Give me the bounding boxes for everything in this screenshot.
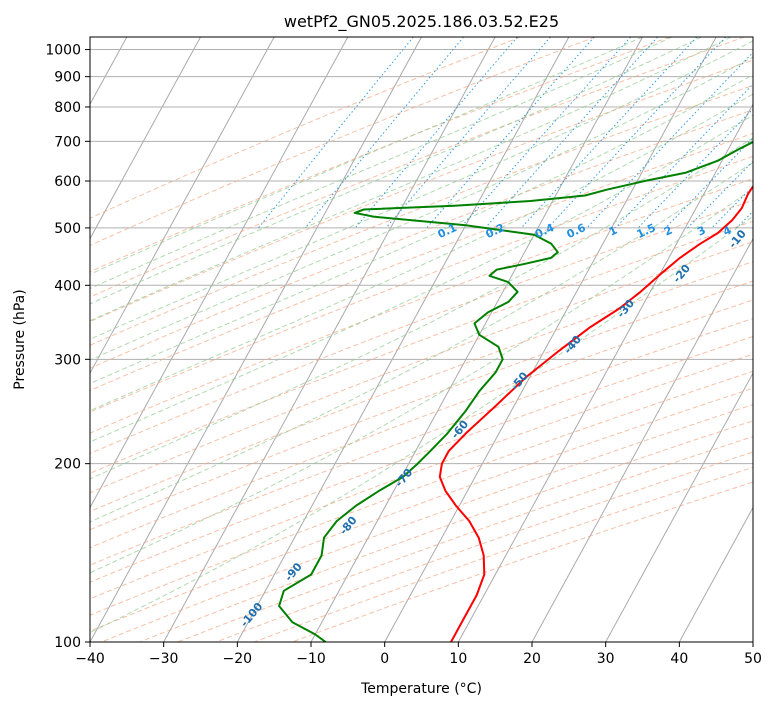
moist-adiabat-line (90, 37, 643, 275)
isotherm-line (90, 37, 349, 509)
isotherm-line (236, 37, 570, 642)
mixing-ratio-line (426, 37, 595, 229)
y-tick-label: 400 (54, 278, 81, 294)
mixing-ratio-line (258, 37, 414, 229)
y-tick-label: 200 (54, 457, 81, 473)
mixing-ratio-line (687, 160, 753, 229)
dry-adiabat-line (90, 370, 753, 616)
isotherm-line (457, 103, 753, 642)
dry-adiabat-line (90, 37, 521, 219)
x-tick-label: −10 (296, 651, 326, 667)
moist-adiabat-line (90, 37, 732, 322)
dewpoint-line (278, 140, 753, 642)
mixing-ratio-line (586, 51, 753, 229)
moist-adiabat-line (90, 215, 753, 634)
x-axis-title: Temperature (°C) (360, 681, 482, 697)
isotherm-line (384, 37, 717, 642)
x-tick-label: −20 (223, 651, 253, 667)
y-tick-label: 700 (54, 134, 81, 150)
x-tick-label: 40 (670, 651, 688, 667)
x-axis-ticks: −40 −30 −20 −10 0 10 20 30 40 50 (75, 642, 762, 667)
moist-adiabat-line (90, 187, 753, 574)
x-tick-label: 50 (744, 651, 762, 667)
y-tick-label: 100 (54, 635, 81, 651)
mixing-ratio-line (460, 37, 632, 229)
moist-adiabat-line (90, 137, 753, 480)
moist-adiabat-line (90, 37, 702, 305)
mixing-ratio-line (615, 83, 753, 229)
x-tick-label: 30 (597, 651, 615, 667)
moist-adiabat-line (90, 56, 753, 361)
mixing-ratio-line (547, 37, 727, 229)
chart-title: wetPf2_GN05.2025.186.03.52.E25 (284, 12, 559, 32)
dry-adiabat-line (90, 84, 753, 346)
plot-frame (89, 36, 754, 643)
y-tick-label: 600 (54, 174, 81, 190)
x-tick-label: 20 (523, 651, 541, 667)
x-tick-label: −30 (149, 651, 179, 667)
moist-adiabat-line (90, 161, 753, 523)
isotherm-line (90, 37, 275, 375)
isotherm-line (605, 372, 753, 642)
dry-adiabat-line (90, 387, 753, 632)
dry-adiabat-line (90, 132, 753, 392)
y-tick-label: 500 (54, 221, 81, 237)
dry-adiabat-line (90, 155, 753, 413)
dry-adiabat-line (90, 199, 753, 455)
plot-area: 010203040-100-90-80-70-60-50-40-30-20-10… (90, 37, 753, 642)
x-tick-label: −40 (75, 651, 105, 667)
isotherm-line (90, 37, 201, 240)
isotherm-line (90, 37, 422, 642)
x-tick-label: 0 (380, 651, 389, 667)
moist-adiabat-line (90, 40, 753, 340)
isotherm-line (163, 37, 496, 642)
y-axis-ticks: 100 200 300 400 500 600 700 800 900 1000 (45, 43, 90, 651)
moist-adiabat-line (90, 74, 753, 385)
moist-adiabat-line (90, 114, 753, 443)
moist-adiabat-line (90, 93, 753, 412)
y-tick-label: 1000 (45, 43, 81, 59)
background-lines (90, 37, 753, 642)
mixing-ratio-line (521, 37, 698, 229)
isotherm-line (531, 237, 753, 642)
y-tick-label: 300 (54, 352, 81, 368)
y-tick-label: 900 (54, 70, 81, 86)
y-axis-title: Pressure (hPa) (12, 289, 28, 389)
isotherm-line (678, 506, 753, 642)
dry-adiabat-line (90, 178, 753, 434)
y-tick-label: 800 (54, 100, 81, 116)
dry-adiabat-line (90, 353, 753, 600)
x-tick-label: 10 (449, 651, 467, 667)
temperature-line (438, 184, 753, 642)
sounding-lines (278, 140, 753, 642)
dry-adiabat-line (90, 37, 745, 298)
